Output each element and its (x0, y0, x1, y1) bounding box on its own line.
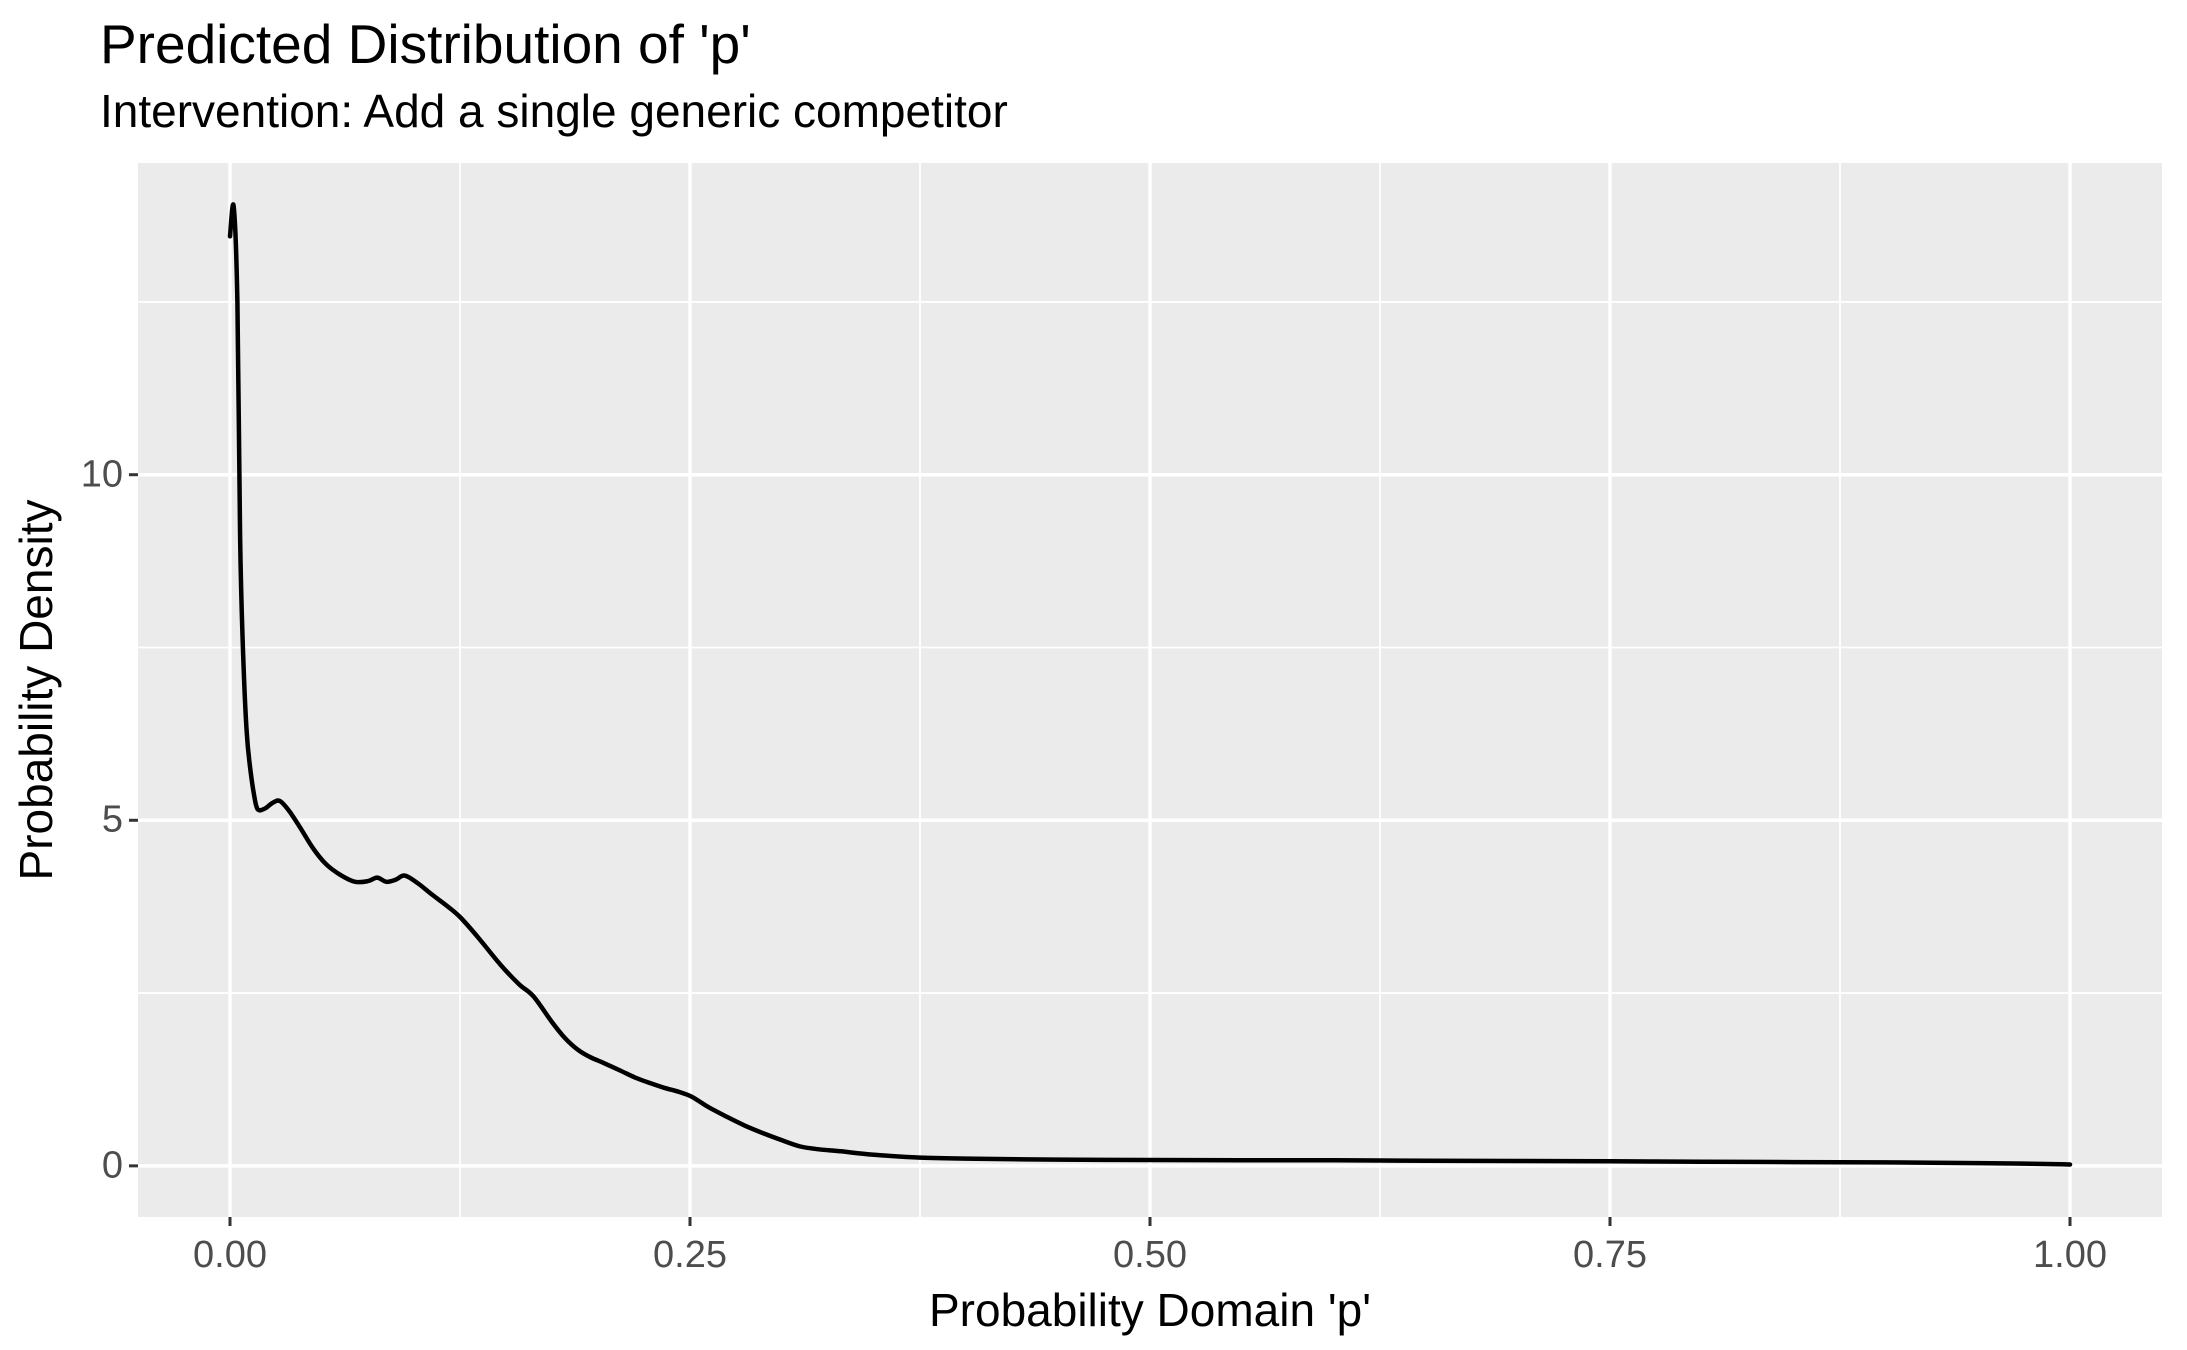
x-tick-label: 1.00 (2033, 1234, 2107, 1276)
x-tick-label: 0.50 (1113, 1234, 1187, 1276)
y-axis-title: Probability Density (10, 499, 62, 881)
plot-subtitle: Intervention: Add a single generic compe… (100, 85, 1008, 137)
density-curve (227, 202, 2073, 1167)
y-tick-label: 0 (101, 1144, 123, 1187)
x-tick-label: 0.00 (193, 1234, 267, 1276)
axis-tick-marks (129, 473, 2072, 1226)
y-tick-label: 5 (101, 798, 123, 841)
x-tick-label: 0.75 (1573, 1234, 1647, 1276)
plot-title: Predicted Distribution of 'p' (100, 13, 751, 75)
x-axis-title: Probability Domain 'p' (929, 1284, 1371, 1336)
y-tick-label: 10 (80, 453, 123, 496)
major-gridlines (138, 163, 2162, 1217)
x-tick-label: 0.25 (653, 1234, 727, 1276)
